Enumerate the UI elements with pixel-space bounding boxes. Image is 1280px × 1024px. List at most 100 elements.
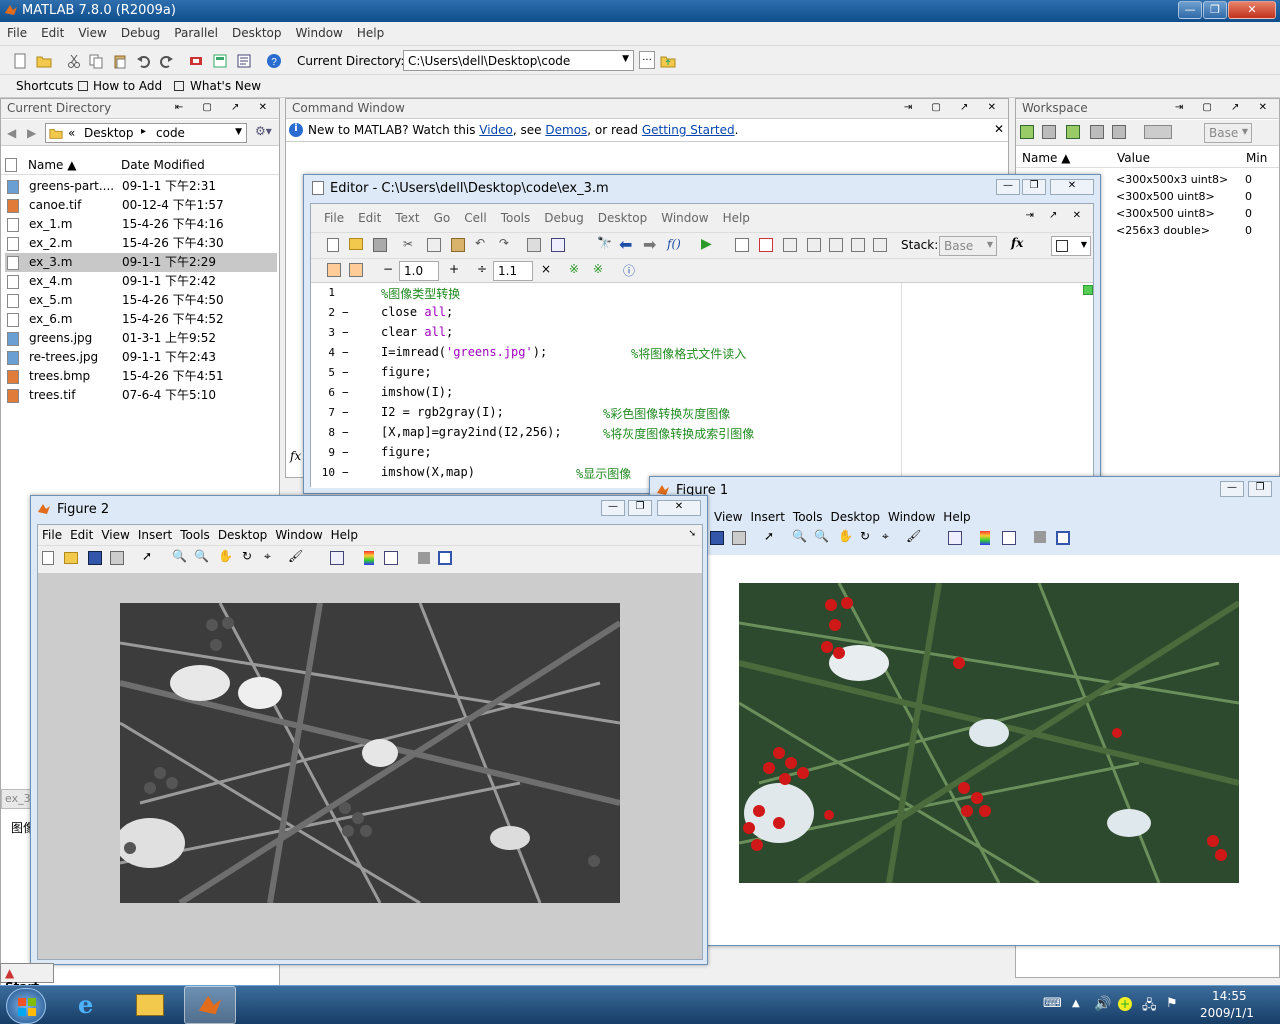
file-row[interactable]: trees.tif 07-6-4 下午5:10 [5,386,277,405]
breakpoint-marker[interactable]: − [342,366,349,379]
redo-icon[interactable] [158,53,174,69]
close-button[interactable]: ✕ [657,500,701,516]
menu-view[interactable]: View [78,26,107,40]
zoom-in-icon[interactable]: 🔍 [792,529,807,543]
code-line[interactable]: close all; [381,305,453,319]
paste-icon[interactable] [451,238,465,252]
print-icon[interactable] [110,551,124,565]
chevron-down-icon[interactable]: ▼ [622,54,629,64]
rotate-icon[interactable]: ↻ [242,549,253,563]
print-icon[interactable] [732,531,746,545]
history-entry[interactable]: 图像 [11,821,36,835]
hide-plot-tools-icon[interactable] [418,552,430,564]
start-button[interactable]: ▲ Start [0,963,54,994]
network-icon[interactable]: 🖧 [1142,998,1157,1013]
workspace-value[interactable]: <300x500 uint8> [1116,190,1215,203]
workspace-value[interactable]: <300x500x3 uint8> [1116,173,1229,186]
editor-menu-desktop[interactable]: Desktop [597,211,648,225]
figure1-menu-window[interactable]: Window [887,510,936,524]
file-row[interactable]: ex_6.m 15-4-26 下午4:52 [5,310,277,329]
redo-icon[interactable]: ↷ [499,236,510,250]
legend-icon[interactable] [1002,531,1016,545]
find-icon[interactable]: 🔭 [597,236,612,250]
editor-menu-cell[interactable]: Cell [464,211,487,225]
cell-mode-icon[interactable]: ※ [593,262,604,276]
data-cursor-icon[interactable]: ⌖ [264,549,271,563]
figure1-menu-insert[interactable]: Insert [750,510,785,524]
code-line[interactable]: imshow(X,map) %显示图像 [381,465,631,481]
pointer-icon[interactable]: ➚ [142,549,153,563]
menu-desktop[interactable]: Desktop [232,26,282,40]
file-row[interactable]: re-trees.jpg 09-1-1 下午2:43 [5,348,277,367]
menu-edit[interactable]: Edit [41,26,65,40]
minimize-button[interactable]: — [996,179,1020,195]
back-arrow-icon[interactable]: ◀ [7,126,17,140]
how-to-add-link[interactable]: How to Add [93,79,163,93]
workspace-stack-select[interactable]: Base ▼ [1204,123,1252,143]
figure2-menu-window[interactable]: Window [275,528,323,542]
demos-link[interactable]: Demos [545,123,588,137]
legend-icon[interactable] [384,551,398,565]
zoom-in-icon[interactable]: 🔍 [172,549,187,563]
zoom-out-icon[interactable]: 🔍 [194,549,209,563]
figure2-menu-edit[interactable]: Edit [70,528,94,542]
breadcrumb-code[interactable]: code [156,126,185,140]
explorer-icon[interactable] [124,988,176,1022]
breakpoint-marker[interactable]: − [342,426,349,439]
maximize-button[interactable]: ❐ [1248,481,1272,497]
editor-dock-controls[interactable]: ⇥ ↗ ✕ [1025,210,1087,221]
getting-started-link[interactable]: Getting Started [641,123,735,137]
file-row[interactable]: ex_4.m 09-1-1 下午2:42 [5,272,277,291]
open-folder-icon[interactable] [36,53,52,69]
figure2-menu-view[interactable]: View [101,528,130,542]
undo-icon[interactable] [136,53,152,69]
breakpoint-marker[interactable]: − [342,406,349,419]
code-line[interactable]: [X,map]=gray2ind(I2,256); %将灰度图像转换成索引图像 [381,425,754,441]
hide-plot-tools-icon[interactable] [1034,531,1046,543]
function-icon[interactable]: f() [667,237,681,251]
copy-icon[interactable] [427,238,441,252]
link-plot-icon[interactable] [330,551,344,565]
keyboard-icon[interactable]: ⌨ [1043,996,1062,1011]
current-directory-input[interactable]: C:\Users\dell\Desktop\code ▼ [403,50,634,71]
divide-button[interactable]: ÷ [477,262,488,276]
publish-icon[interactable] [551,238,565,252]
fx-prompt-icon[interactable]: fx [290,449,302,463]
colorbar-icon[interactable] [364,551,374,565]
history-tab[interactable]: ex_3 [1,789,31,809]
close-button[interactable]: ✕ [1228,1,1276,19]
simulink-icon[interactable] [188,53,204,69]
editor-menu-help[interactable]: Help [722,211,750,225]
link-plot-icon[interactable] [948,531,962,545]
cut-icon[interactable]: ✂ [403,237,414,251]
forward-arrow-icon[interactable]: ▶ [27,126,37,140]
code-area[interactable]: 1 %图像类型转换 2− close all; 3− clear all; 4− I=imre… [311,282,1093,488]
undo-icon[interactable]: ↶ [475,236,486,250]
window-layout-select[interactable]: ▼ [1051,236,1091,256]
cell-factor-input[interactable]: 1.1 [493,261,533,281]
value-column-header[interactable]: Value [1117,151,1150,165]
close-notice-icon[interactable]: ✕ [993,122,1004,136]
colorbar-icon[interactable] [980,531,990,545]
new-figure-icon[interactable] [42,551,54,565]
parent-folder-icon[interactable] [660,53,676,69]
code-line[interactable]: %图像类型转换 [381,285,460,302]
editor-menu-debug[interactable]: Debug [544,211,584,225]
forward-arrow-icon[interactable]: ➡ [643,235,657,254]
clock-date[interactable]: 2009/1/1 [1200,1006,1254,1020]
menu-file[interactable]: File [7,26,28,40]
breakpoint-marker[interactable]: − [342,466,349,479]
pane-controls[interactable]: ⇥ ▢ ↗ ✕ [903,102,1004,113]
video-link[interactable]: Video [479,123,513,137]
save-workspace-icon[interactable] [1090,125,1104,139]
code-line[interactable]: imshow(I); [381,385,453,399]
update-icon[interactable]: + [1118,997,1132,1011]
windows-start-orb[interactable] [6,988,46,1024]
figure1-menu-desktop[interactable]: Desktop [830,510,880,524]
pointer-icon[interactable]: ➚ [764,529,775,543]
figure2-menu-desktop[interactable]: Desktop [217,528,268,542]
eval-advance-icon[interactable] [349,263,363,277]
file-row[interactable]: greens.jpg 01-3-1 上午9:52 [5,329,277,348]
code-line[interactable]: I2 = rgb2gray(I); %彩色图像转换灰度图像 [381,405,730,421]
volume-icon[interactable]: 🔊 [1094,996,1112,1012]
